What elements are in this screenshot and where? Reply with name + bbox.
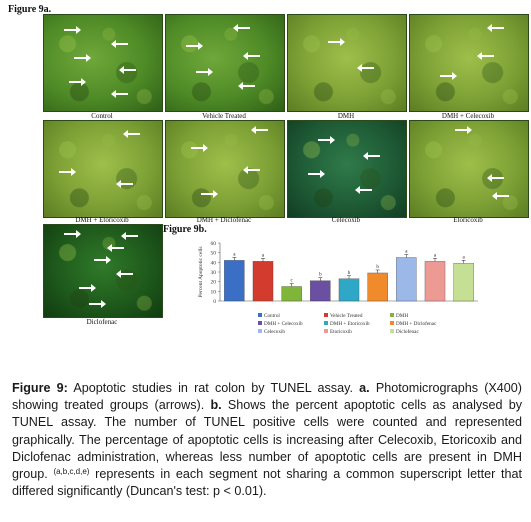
y-tick-label: 10 [211, 289, 217, 295]
micrograph-dmh-celecoxib [409, 14, 529, 112]
y-tick-label: 40 [211, 260, 217, 266]
micrograph-vehicle-treated [165, 14, 285, 112]
significance-letter: a [262, 253, 265, 258]
y-axis-label: Percent Apoptotic cells [198, 246, 204, 297]
legend-label: Vehicle Treated [330, 313, 363, 319]
caption-etoricoxib: Etoricoxib [453, 216, 483, 224]
legend-label: Control [264, 313, 280, 319]
bar [224, 260, 245, 302]
legend-swatch [390, 313, 394, 317]
legend-label: Etoricoxib [330, 329, 352, 335]
legend-swatch [324, 321, 328, 325]
significance-letter: b [376, 265, 379, 270]
significance-letter: a [233, 252, 236, 257]
y-tick-label: 0 [213, 299, 216, 305]
legend-label: DMH + Etoricoxib [330, 321, 370, 327]
legend-label: DMH [396, 313, 408, 319]
bar [310, 280, 331, 302]
micrograph-diclofenac [43, 224, 163, 318]
caption-dmh-celecoxib: DMH + Celecoxib [441, 112, 495, 120]
apoptosis-bar-chart: 0 10 20 30 40 50 60 Percent Apoptotic cells a a c b… [198, 241, 478, 335]
caption-title: Apoptotic studies in rat colon by TUNEL … [67, 381, 360, 395]
caption-figure-ref: Figure 9: [12, 381, 68, 395]
legend-label: DMH + Diclofenac [396, 320, 437, 327]
y-tick-label: 60 [211, 241, 217, 247]
micrograph-etoricoxib [409, 120, 529, 218]
y-tick-label: 20 [211, 280, 217, 286]
bar [424, 261, 446, 302]
significance-letter: a [405, 250, 408, 255]
caption-control: Control [91, 112, 113, 120]
legend-label: Diclofenac [396, 328, 419, 335]
micrograph-celecoxib [287, 120, 407, 218]
caption-part-a-label: a. [359, 381, 370, 395]
legend-swatch [258, 321, 262, 325]
caption-tail-text: represents in each segment not sharing a… [12, 467, 522, 499]
significance-letter: b [348, 271, 351, 276]
caption-vehicle-treated: Vehicle Treated [202, 112, 246, 120]
legend-swatch [390, 321, 394, 325]
legend-label: Celecoxib [264, 329, 285, 335]
legend-swatch [258, 313, 262, 317]
caption-part-b-label: b. [210, 398, 222, 413]
micrograph-dmh-diclofenac [165, 120, 285, 218]
legend-swatch [258, 329, 262, 333]
caption-dmh: DMH [337, 112, 355, 120]
bar [453, 263, 474, 302]
significance-letter: a [434, 253, 437, 258]
y-tick-label: 30 [211, 270, 217, 276]
legend-swatch [324, 313, 328, 317]
caption-part-a-text: Photomicrographs (X400) showing treated … [12, 381, 522, 413]
caption-superscript: (a,b,c,d,e) [53, 467, 90, 477]
figure-9b-label: Figure 9b. [163, 224, 207, 235]
bar [338, 278, 360, 302]
micrograph-dmh-etoricoxib [43, 120, 163, 218]
legend-swatch [324, 329, 328, 333]
micrograph-dmh [287, 14, 407, 112]
caption-diclofenac: Diclofenac [86, 318, 118, 326]
caption-dmh-etoricoxib: DMH + Etoricoxib [75, 216, 129, 224]
figure-caption: Figure 9: Apoptotic studies in rat colon… [12, 380, 522, 500]
significance-letter: a [463, 255, 466, 260]
caption-celecoxib: Celecoxib [331, 216, 361, 224]
figure-9a-label: Figure 9a. [8, 4, 52, 15]
legend-swatch [390, 329, 394, 333]
caption-dmh-diclofenac: DMH + Diclofenac [196, 216, 252, 224]
bar [252, 261, 274, 302]
caption-part-b-text: Shows the percent apoptotic cells as ana… [12, 398, 522, 482]
micrograph-control [43, 14, 163, 112]
y-tick-label: 50 [211, 251, 217, 257]
bar [367, 272, 388, 302]
bar [281, 286, 302, 302]
bar [396, 257, 417, 302]
significance-letter: b [319, 273, 322, 278]
significance-letter: c [291, 279, 294, 284]
legend-label: DMH + Celecoxib [264, 321, 303, 327]
